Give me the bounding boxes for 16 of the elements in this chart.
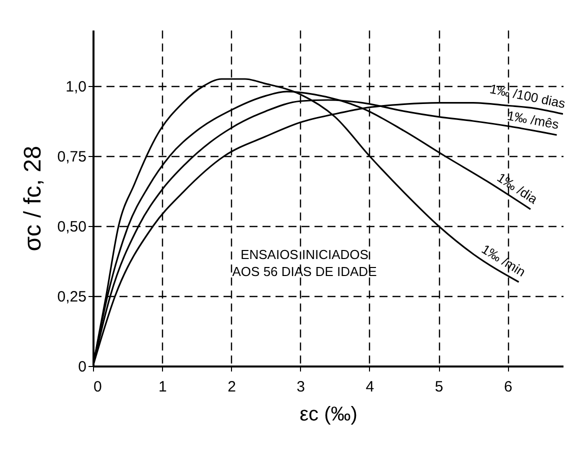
y-tick-label: 0,25 [57, 288, 86, 306]
x-tick-label: 5 [434, 378, 444, 396]
y-tick-label: 1,0 [66, 78, 86, 96]
x-tick-label: 3 [296, 378, 306, 396]
x-tick-label: 0 [94, 378, 102, 396]
x-tick-label: 6 [504, 378, 512, 396]
x-axis-title: εc (‰) [300, 404, 358, 426]
y-tick-label: 0,75 [57, 148, 86, 166]
annotation: ENSAIOS INICIADOS AOS 56 DIAS DE IDADE [232, 247, 378, 280]
y-tick-label: 0,50 [57, 218, 86, 236]
text: 1‰ /min [479, 241, 528, 280]
y-tick-label: 0 [78, 358, 86, 376]
x-tick-label: 2 [228, 378, 236, 396]
x-tick-label: 1 [158, 378, 167, 396]
y-axis-title: σc / fc, 28 [19, 146, 46, 252]
x-tick-label: 4 [366, 378, 374, 396]
